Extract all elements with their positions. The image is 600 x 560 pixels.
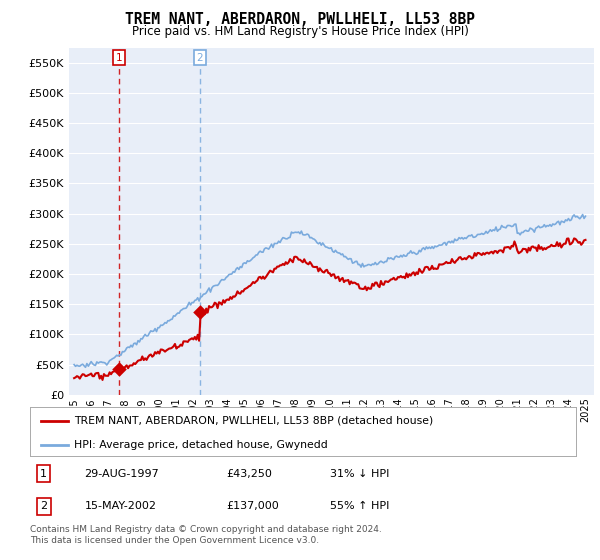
Text: TREM NANT, ABERDARON, PWLLHELI, LL53 8BP (detached house): TREM NANT, ABERDARON, PWLLHELI, LL53 8BP… [74,416,433,426]
Text: Price paid vs. HM Land Registry's House Price Index (HPI): Price paid vs. HM Land Registry's House … [131,25,469,38]
Text: 2: 2 [40,501,47,511]
Text: 55% ↑ HPI: 55% ↑ HPI [331,501,389,511]
Text: 15-MAY-2002: 15-MAY-2002 [85,501,157,511]
Text: £137,000: £137,000 [227,501,280,511]
Point [115,364,124,373]
Text: 29-AUG-1997: 29-AUG-1997 [85,469,160,479]
Text: 2: 2 [196,53,203,63]
Text: 31% ↓ HPI: 31% ↓ HPI [331,469,389,479]
Text: Contains HM Land Registry data © Crown copyright and database right 2024.
This d: Contains HM Land Registry data © Crown c… [30,525,382,545]
Text: TREM NANT, ABERDARON, PWLLHELI, LL53 8BP: TREM NANT, ABERDARON, PWLLHELI, LL53 8BP [125,12,475,27]
Text: HPI: Average price, detached house, Gwynedd: HPI: Average price, detached house, Gwyn… [74,440,328,450]
Text: £43,250: £43,250 [227,469,272,479]
Point [195,307,205,316]
Text: 1: 1 [40,469,47,479]
Text: 1: 1 [116,53,122,63]
